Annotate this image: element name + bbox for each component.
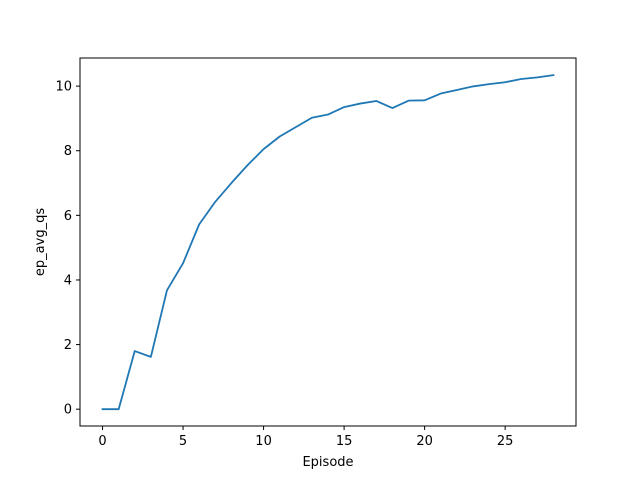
x-tick-label: 20	[416, 434, 433, 449]
y-axis-ticks: 0 2 4 6 8 10	[55, 80, 80, 418]
data-point	[472, 85, 474, 87]
data-point	[456, 89, 458, 91]
y-tick-label: 10	[55, 80, 72, 95]
y-tick-label: 8	[64, 144, 72, 159]
data-point	[311, 117, 313, 119]
data-point	[391, 107, 393, 109]
axes-frame	[79, 57, 577, 427]
x-tick-label: 0	[98, 434, 106, 449]
data-point	[423, 99, 425, 101]
data-point	[198, 223, 200, 225]
x-tick-label: 15	[336, 434, 353, 449]
x-axis-ticks: 0 5 10 15 20 25	[98, 426, 513, 449]
x-tick-label: 10	[255, 434, 272, 449]
y-tick-label: 2	[64, 338, 72, 353]
data-point	[246, 164, 248, 166]
data-point	[262, 148, 264, 150]
data-point	[327, 113, 329, 115]
y-axis-label: ep_avg_qs	[33, 208, 48, 276]
data-point	[407, 99, 409, 101]
data-point	[278, 135, 280, 137]
x-axis-label: Episode	[302, 455, 353, 470]
y-tick-label: 4	[64, 273, 72, 288]
x-tick-label: 25	[497, 434, 514, 449]
data-point	[440, 92, 442, 94]
data-point	[230, 182, 232, 184]
y-tick-label: 6	[64, 209, 72, 224]
data-point	[214, 201, 216, 203]
data-point	[343, 106, 345, 108]
data-point	[166, 289, 168, 291]
y-tick-label: 0	[64, 403, 72, 418]
data-point	[182, 262, 184, 264]
data-point	[134, 350, 136, 352]
data-point	[504, 81, 506, 83]
series-line-0	[101, 74, 555, 411]
data-point	[536, 76, 538, 78]
data-point	[552, 74, 554, 76]
data-point	[150, 356, 152, 358]
data-point	[520, 78, 522, 80]
series-layer	[101, 74, 555, 411]
data-point	[101, 408, 103, 410]
data-point	[295, 126, 297, 128]
data-point	[117, 408, 119, 410]
data-point	[359, 102, 361, 104]
data-point	[488, 83, 490, 85]
x-tick-label: 5	[179, 434, 187, 449]
data-point	[375, 100, 377, 102]
